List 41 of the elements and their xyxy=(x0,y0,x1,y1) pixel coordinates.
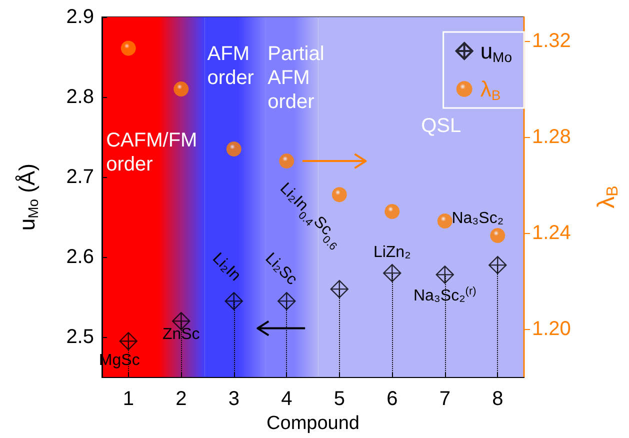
y2-tick-label: 1.24 xyxy=(532,222,571,244)
y2-axis-title: λB xyxy=(593,186,622,208)
point xyxy=(383,264,402,282)
y-tick-label: 2.7 xyxy=(66,166,94,188)
x-tick-label: 5 xyxy=(334,388,345,410)
point xyxy=(436,266,454,284)
y2-tick-label: 1.28 xyxy=(532,126,571,148)
point xyxy=(278,292,296,310)
band-label: QSL xyxy=(421,115,462,138)
x-tick-label: 6 xyxy=(386,388,398,410)
y2-tick-label: 1.32 xyxy=(532,30,571,52)
point xyxy=(119,332,138,350)
point xyxy=(384,204,400,219)
x-tick-label: 8 xyxy=(492,388,504,410)
point xyxy=(437,214,452,229)
point xyxy=(490,228,506,243)
point xyxy=(330,280,348,298)
y-axis-title: uMo (Å) xyxy=(14,163,41,231)
point xyxy=(279,154,294,169)
y-tick-label: 2.9 xyxy=(66,6,94,28)
annotation: Na₃Sc₂ xyxy=(452,210,504,228)
x-tick-label: 1 xyxy=(122,388,134,410)
x-tick-label: 4 xyxy=(281,388,292,410)
y2-tick-label: 1.20 xyxy=(532,318,571,340)
point xyxy=(120,40,136,56)
y-tick-label: 2.8 xyxy=(66,86,94,108)
annotation: Na₃Sc₂$^{(r)}$ xyxy=(413,286,476,305)
band-label: Partial AFM order xyxy=(268,43,324,114)
point xyxy=(224,292,243,310)
annotation: LiZn₂ xyxy=(373,244,411,262)
point xyxy=(488,256,507,274)
y-tick-label: 2.5 xyxy=(66,326,94,348)
y-tick-label: 2.6 xyxy=(66,246,94,268)
point xyxy=(174,82,189,97)
x-tick-label: 2 xyxy=(176,388,187,410)
x-axis-title: Compound xyxy=(266,413,360,434)
point xyxy=(332,187,347,202)
point xyxy=(226,142,242,157)
x-tick-label: 3 xyxy=(228,388,240,410)
x-tick-label: 7 xyxy=(439,388,450,410)
band-label: AFM order xyxy=(207,43,254,90)
